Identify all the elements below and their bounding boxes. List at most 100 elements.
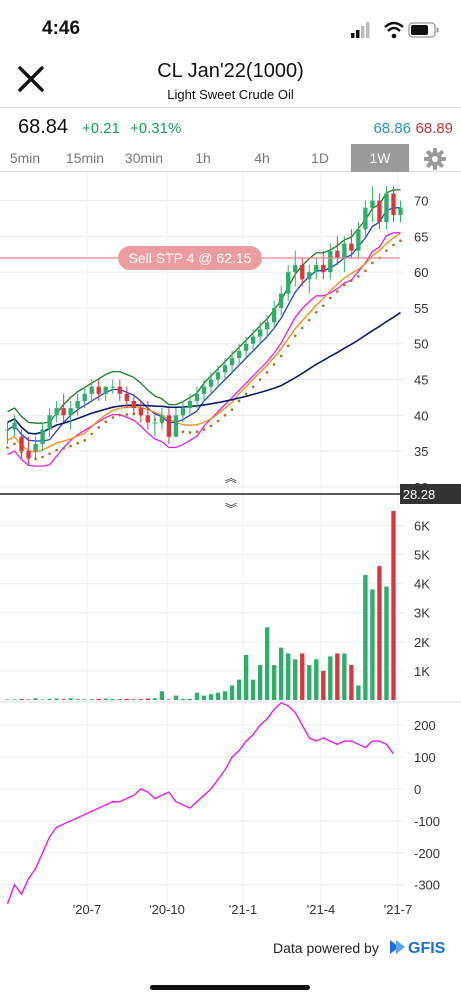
- price-candle: [47, 408, 52, 437]
- candle-body: [328, 250, 333, 273]
- volume-bar: [152, 698, 158, 700]
- price-candle: [61, 393, 66, 423]
- candle-body: [110, 386, 115, 388]
- volume-bar: [215, 692, 221, 700]
- candle-body: [138, 408, 144, 416]
- volume-bar: [138, 699, 144, 700]
- time-axis: '20-7 '20-10 '21-1 '21-4 '21-7: [73, 902, 413, 917]
- candle-body: [201, 386, 207, 394]
- volume-tick-label: 3K: [414, 606, 430, 621]
- price-candle: [40, 422, 45, 452]
- tab-5min[interactable]: 5min: [9, 150, 41, 166]
- price-candle: [335, 236, 340, 266]
- price-candle: [272, 300, 277, 330]
- sar-dot: [286, 344, 290, 348]
- price-candle: [229, 350, 235, 373]
- sar-dot: [104, 420, 108, 424]
- price-candle: [243, 336, 249, 359]
- candle-body: [173, 415, 179, 437]
- volume-bar: [229, 685, 235, 700]
- candle-body: [349, 243, 354, 251]
- gear-icon[interactable]: [424, 148, 446, 170]
- tab-1d[interactable]: 1D: [311, 150, 329, 166]
- candle-body: [314, 265, 319, 273]
- wifi-icon: [384, 21, 404, 39]
- price-candle: [194, 386, 200, 409]
- price-candle: [152, 415, 158, 437]
- volume-bar: [103, 698, 108, 700]
- price-candle: [166, 408, 172, 444]
- sar-dot: [392, 243, 395, 247]
- candle-body: [342, 243, 347, 258]
- footer-text: Data powered by: [273, 940, 379, 956]
- sar-dot: [195, 430, 199, 434]
- close-icon[interactable]: [14, 62, 48, 96]
- volume-tick-label: 6K: [414, 518, 430, 533]
- volume-bar: [293, 659, 298, 700]
- sar-dot: [307, 318, 311, 322]
- volume-bar: [335, 653, 340, 700]
- price-candle: [82, 386, 87, 409]
- status-time: 4:46: [42, 18, 81, 39]
- volume-bar: [96, 698, 101, 700]
- price-tick-label: 40: [414, 408, 428, 423]
- indicator-grid: [0, 724, 404, 886]
- candle-body: [26, 451, 31, 459]
- price-candle: [293, 250, 298, 287]
- volume-axis: 1K 2K 3K 4K 5K 6K: [414, 518, 430, 678]
- price-candle: [110, 379, 115, 394]
- page-title: CL Jan'22(1000): [157, 60, 304, 82]
- volume-bar: [89, 699, 94, 700]
- tab-4h[interactable]: 4h: [254, 150, 270, 166]
- volume-bar: [110, 699, 115, 700]
- volume-bar: [75, 699, 80, 700]
- sar-dot: [329, 296, 332, 300]
- sar-dot: [83, 439, 87, 442]
- collapse-up-icon[interactable]: ︽: [225, 471, 237, 485]
- candle-body: [377, 200, 382, 223]
- volume-bar: [250, 679, 256, 700]
- candle-body: [293, 265, 298, 273]
- price-candle: [300, 257, 305, 287]
- volume-bar: [384, 586, 389, 700]
- collapse-down-icon[interactable]: ︾: [225, 502, 237, 516]
- sar-dot: [181, 430, 185, 434]
- price-candle: [342, 236, 347, 273]
- long-ma-line: [7, 311, 401, 435]
- candle-body: [117, 386, 122, 394]
- price-candle: [236, 343, 242, 366]
- order-line-label[interactable]: Sell STP 4 @ 62.15: [118, 246, 262, 270]
- tab-15min[interactable]: 15min: [65, 150, 105, 166]
- price-candle: [5, 422, 10, 444]
- price-candle: [159, 408, 165, 430]
- price-candle: [363, 200, 368, 237]
- sar-dot: [321, 304, 325, 308]
- candle-body: [363, 207, 368, 230]
- volume-bar: [201, 695, 207, 700]
- candle-body: [159, 415, 165, 423]
- volume-bar: [272, 665, 277, 700]
- volume-bar: [328, 656, 333, 700]
- candle-body: [166, 415, 172, 437]
- price-candle: [33, 436, 38, 459]
- chart-area[interactable]: 303540455055606570 Sell STP 4 @ 62.15 ︽ …: [0, 172, 461, 932]
- volume-bar: [159, 691, 165, 700]
- price-candle: [264, 315, 270, 337]
- volume-bar: [5, 699, 10, 700]
- tab-1h[interactable]: 1h: [195, 150, 211, 166]
- battery-icon: [408, 22, 439, 38]
- quote-bar: 68.84 +0.21 +0.31% 68.86 68.89: [0, 112, 461, 142]
- volume-bar: [257, 665, 263, 700]
- tab-1w[interactable]: 1W: [351, 144, 409, 172]
- sar-dot: [6, 446, 9, 449]
- volume-bar: [321, 670, 326, 700]
- gfis-logo: GFIS: [390, 940, 446, 957]
- candle-body: [47, 415, 52, 430]
- price-candle: [370, 186, 375, 223]
- candle-body: [208, 379, 214, 387]
- timeframe-tabs: 5min 15min 30min 1h 4h 1D 1W: [0, 144, 461, 172]
- sar-dot: [371, 261, 374, 265]
- tab-30min[interactable]: 30min: [124, 150, 164, 166]
- volume-bar: [349, 665, 354, 700]
- price-candle: [201, 379, 207, 401]
